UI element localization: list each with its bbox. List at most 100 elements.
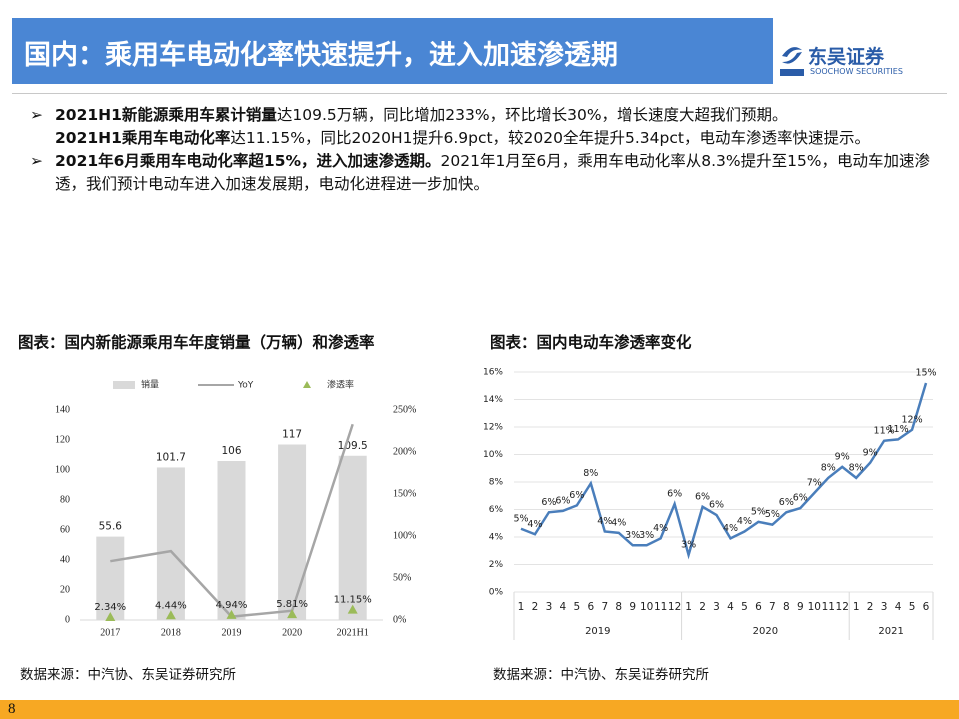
x-tick-label: 1 <box>685 601 692 613</box>
value-label: 9% <box>835 451 850 462</box>
value-label: 3% <box>625 530 640 541</box>
bullet-text: 达11.15%，同比2020H1提升6.9pct，较2020全年提升5.34pc… <box>230 128 870 147</box>
source-note: 数据来源：中汽协、东吴证券研究所 <box>493 667 709 683</box>
value-label: 4% <box>653 523 668 534</box>
bar <box>217 461 246 620</box>
bullet-bold: 2021年6月乘用车电动化率超15%，进入加速渗透期。 <box>55 152 441 170</box>
x-tick-label: 12 <box>836 601 849 613</box>
y-tick-label: 40 <box>60 554 70 565</box>
x-tick-label: 12 <box>668 601 681 613</box>
value-label: 8% <box>821 462 836 473</box>
line-series <box>520 382 928 560</box>
bullet-line: 2021H1乘用车电动化率达11.15%，同比2020H1提升6.9pct，较2… <box>55 127 945 150</box>
x-tick-label: 6 <box>923 601 930 613</box>
logo-subtitle: SOOCHOW SECURITIES <box>810 67 903 76</box>
legend-label: YoY <box>237 381 254 391</box>
y2-tick-label: 100% <box>393 530 416 541</box>
header-title: 国内：乘用车电动化率快速提升，进入加速渗透期 <box>24 40 618 71</box>
y-tick-label: 80 <box>60 494 70 505</box>
page-number: 8 <box>8 701 16 717</box>
group-label: 2019 <box>585 626 610 637</box>
logo-name: 东吴证券 <box>808 46 885 68</box>
value-label: 5% <box>765 509 780 520</box>
x-tick-label: 11 <box>654 601 667 613</box>
legend-label: 销量 <box>141 379 159 391</box>
logo: 东吴证券 SOOCHOW SECURITIES <box>778 40 948 80</box>
x-tick-label: 7 <box>769 601 776 613</box>
value-label: 6% <box>793 493 808 504</box>
x-tick-label: 8 <box>615 601 622 613</box>
x-tick-label: 11 <box>822 601 835 613</box>
marker <box>165 610 176 620</box>
bullet-text: 达109.5万辆，同比增加233%，环比增长30%，增长速度大超我们预期。 <box>276 106 788 124</box>
divider <box>12 93 947 94</box>
y-tick-label: 10% <box>483 450 503 460</box>
bar-value-label: 117 <box>282 429 302 441</box>
bar-value-label: 106 <box>221 445 241 457</box>
y-tick-label: 100 <box>55 464 70 475</box>
x-tick-label: 4 <box>560 601 567 613</box>
value-label: 9% <box>863 447 878 458</box>
x-tick-label: 2 <box>699 601 706 613</box>
y2-tick-label: 150% <box>393 488 416 499</box>
x-tick-label: 10 <box>808 601 821 613</box>
value-label: 6% <box>779 497 794 508</box>
bar <box>278 444 307 620</box>
marker <box>347 604 358 614</box>
marker-value-label: 5.81% <box>276 599 308 610</box>
x-tick-label: 3 <box>881 601 888 613</box>
y2-tick-label: 250% <box>393 404 416 415</box>
bar-value-label: 101.7 <box>156 451 186 463</box>
y-tick-label: 14% <box>483 395 503 405</box>
value-label: 6% <box>541 497 556 508</box>
y2-tick-label: 50% <box>393 572 411 583</box>
bar-value-label: 109.5 <box>338 440 368 452</box>
x-tick-label: 1 <box>518 601 525 613</box>
x-tick-label: 2020 <box>282 627 302 638</box>
x-tick-label: 9 <box>629 601 636 613</box>
group-label: 2021 <box>878 626 903 637</box>
bullet: 2021年6月乘用车电动化率超15%，进入加速渗透期。2021年1月至6月，乘用… <box>30 150 945 195</box>
logo-icon <box>780 47 804 76</box>
value-label: 6% <box>695 491 710 502</box>
marker-value-label: 4.94% <box>216 600 248 611</box>
header-bar: 国内：乘用车电动化率快速提升，进入加速渗透期 <box>12 18 773 84</box>
y-tick-label: 120 <box>55 434 70 445</box>
y2-tick-label: 0% <box>393 614 406 625</box>
chart-title: 图表：国内电动车渗透率变化 <box>490 333 692 352</box>
charts: 图表：国内新能源乘用车年度销量（万辆）和渗透率02040608010012014… <box>18 333 937 640</box>
value-label: 6% <box>709 500 724 511</box>
y-tick-label: 60 <box>60 524 70 535</box>
x-tick-label: 2 <box>532 601 539 613</box>
marker <box>105 612 116 622</box>
x-tick-label: 2021H1 <box>337 627 369 638</box>
y-tick-label: 2% <box>489 560 504 570</box>
x-tick-label: 3 <box>546 601 553 613</box>
x-tick-label: 2019 <box>222 627 242 638</box>
x-tick-label: 2 <box>867 601 874 613</box>
marker <box>226 609 237 619</box>
bullet-line: 2021年6月乘用车电动化率超15%，进入加速渗透期。2021年1月至6月，乘用… <box>55 150 945 195</box>
bar <box>96 536 125 620</box>
x-tick-label: 2017 <box>100 627 120 638</box>
value-label: 3% <box>681 539 696 550</box>
bar <box>156 467 185 620</box>
y-tick-label: 6% <box>489 505 504 515</box>
marker-value-label: 11.15% <box>334 595 372 606</box>
x-tick-label: 3 <box>713 601 720 613</box>
value-label: 6% <box>569 490 584 501</box>
x-tick-label: 5 <box>574 601 581 613</box>
value-label: 5% <box>513 513 528 524</box>
footer-bar: 8 <box>0 700 959 719</box>
value-label: 15% <box>915 368 936 379</box>
bar <box>338 455 367 620</box>
y-tick-label: 8% <box>489 478 504 488</box>
marker-value-label: 2.34% <box>94 602 126 613</box>
value-label: 8% <box>583 468 598 479</box>
group-label: 2020 <box>753 626 778 637</box>
bullet-line: 2021H1新能源乘用车累计销量达109.5万辆，同比增加233%，环比增长30… <box>55 104 945 127</box>
y-tick-label: 4% <box>489 533 504 543</box>
bullet-text: 2021年1月至6月，乘用车电动化率从8.3%提升至15%，电动车加速渗透，我们… <box>55 152 931 193</box>
x-tick-label: 6 <box>587 601 594 613</box>
